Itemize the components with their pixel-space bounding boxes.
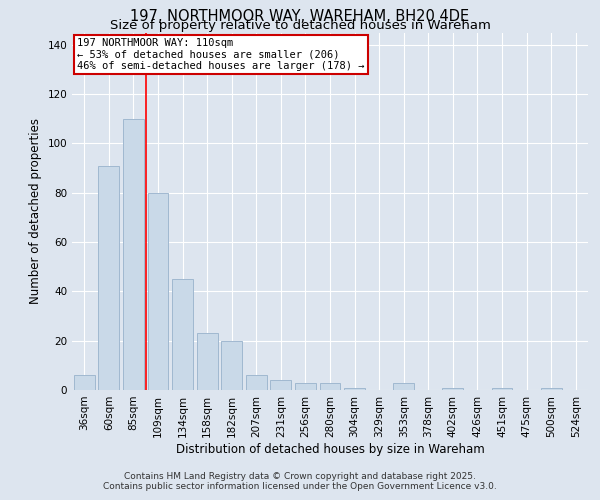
- Bar: [123, 119, 144, 390]
- Bar: [246, 375, 267, 390]
- Text: 197 NORTHMOOR WAY: 110sqm
← 53% of detached houses are smaller (206)
46% of semi: 197 NORTHMOOR WAY: 110sqm ← 53% of detac…: [77, 38, 365, 71]
- Bar: [148, 193, 169, 390]
- Text: Contains HM Land Registry data © Crown copyright and database right 2025.
Contai: Contains HM Land Registry data © Crown c…: [103, 472, 497, 491]
- Bar: [295, 382, 316, 390]
- Bar: [491, 388, 512, 390]
- Bar: [172, 279, 193, 390]
- Bar: [442, 388, 463, 390]
- Bar: [74, 375, 95, 390]
- Bar: [344, 388, 365, 390]
- Bar: [271, 380, 292, 390]
- Bar: [320, 382, 340, 390]
- Text: Size of property relative to detached houses in Wareham: Size of property relative to detached ho…: [110, 19, 490, 32]
- Text: 197, NORTHMOOR WAY, WAREHAM, BH20 4DE: 197, NORTHMOOR WAY, WAREHAM, BH20 4DE: [130, 9, 470, 24]
- Bar: [221, 340, 242, 390]
- Bar: [541, 388, 562, 390]
- Bar: [197, 334, 218, 390]
- Y-axis label: Number of detached properties: Number of detached properties: [29, 118, 42, 304]
- Bar: [98, 166, 119, 390]
- X-axis label: Distribution of detached houses by size in Wareham: Distribution of detached houses by size …: [176, 442, 484, 456]
- Bar: [393, 382, 414, 390]
